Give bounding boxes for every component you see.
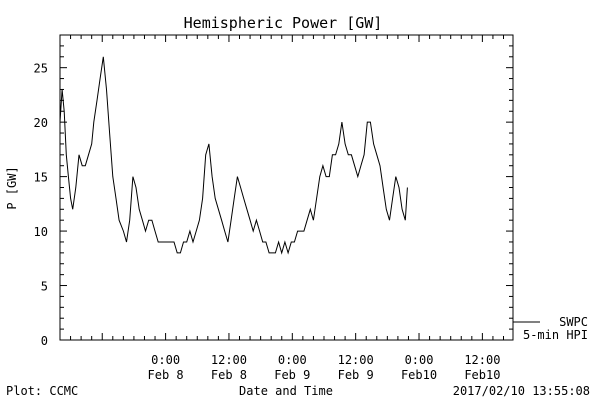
x-tick-time-label: 0:00 [151,353,180,367]
x-tick-date-label: Feb 9 [338,368,374,382]
x-tick-time-label: 12:00 [211,353,247,367]
plot-frame [59,34,514,341]
x-tick-time-label: 0:00 [405,353,434,367]
y-tick-label: 5 [41,280,48,294]
y-axis-label: P [GW] [5,166,19,209]
x-axis-label: Date and Time [239,384,333,398]
x-tick-time-label: 0:00 [278,353,307,367]
y-tick-label: 25 [34,62,48,76]
plot-credit: Plot: CCMC [6,384,78,398]
x-tick-time-label: 12:00 [464,353,500,367]
x-tick-date-label: Feb 8 [148,368,184,382]
x-tick-date-label: Feb10 [401,368,437,382]
x-tick-time-label: 12:00 [338,353,374,367]
y-tick-label: 10 [34,225,48,239]
series-layer [59,56,408,255]
y-axis-ticks: 0 5 10 15 20 25 [34,34,513,348]
y-tick-label: 20 [34,116,48,130]
y-tick-label: 0 [41,334,48,348]
plot-timestamp: 2017/02/10 13:55:08 [453,384,590,398]
series-line-hpi [59,56,408,255]
legend-label-swpc: SWPC [559,315,588,329]
chart-title: Hemispheric Power [GW] [184,14,383,32]
x-tick-date-label: Feb10 [464,368,500,382]
legend-label-5min-hpi: 5-min HPI [523,328,588,342]
y-tick-label: 15 [34,171,48,185]
x-tick-date-label: Feb 9 [274,368,310,382]
x-tick-date-label: Feb 8 [211,368,247,382]
